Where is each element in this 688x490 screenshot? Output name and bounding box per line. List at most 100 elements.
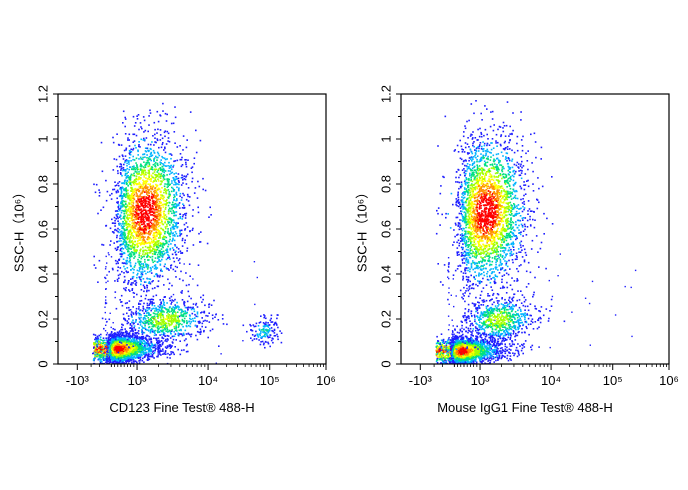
data-point bbox=[110, 343, 113, 345]
data-point bbox=[165, 218, 168, 221]
data-point bbox=[107, 252, 110, 254]
data-point bbox=[124, 215, 126, 217]
data-point bbox=[116, 216, 119, 218]
data-point bbox=[156, 285, 159, 288]
data-point bbox=[102, 244, 105, 246]
data-point bbox=[151, 343, 153, 345]
data-point bbox=[131, 335, 134, 337]
data-point bbox=[162, 206, 165, 208]
data-point bbox=[125, 289, 127, 292]
data-point bbox=[154, 345, 157, 347]
data-point bbox=[144, 281, 147, 283]
data-point bbox=[138, 239, 140, 241]
data-point bbox=[106, 356, 108, 359]
data-point bbox=[159, 353, 161, 355]
data-point bbox=[152, 176, 154, 179]
data-point bbox=[141, 349, 144, 351]
data-point bbox=[138, 186, 140, 188]
data-point bbox=[167, 218, 169, 221]
data-point bbox=[172, 228, 174, 230]
data-point bbox=[168, 345, 171, 347]
data-point bbox=[127, 357, 130, 359]
data-point bbox=[130, 201, 132, 204]
data-point bbox=[174, 175, 177, 178]
data-point bbox=[144, 343, 146, 345]
data-point bbox=[114, 181, 116, 183]
data-point bbox=[163, 169, 166, 172]
data-point bbox=[162, 210, 165, 213]
data-point bbox=[165, 347, 168, 349]
data-point bbox=[142, 170, 145, 173]
data-point bbox=[98, 347, 100, 350]
data-point bbox=[110, 198, 113, 200]
data-point bbox=[147, 238, 150, 241]
data-point bbox=[109, 312, 111, 314]
data-point bbox=[105, 299, 107, 301]
data-point bbox=[183, 175, 185, 177]
data-point bbox=[141, 267, 143, 270]
data-point bbox=[127, 344, 129, 347]
data-point bbox=[147, 353, 150, 355]
data-point bbox=[167, 204, 170, 207]
data-point bbox=[167, 220, 169, 223]
data-point bbox=[164, 351, 167, 353]
data-point bbox=[123, 216, 125, 218]
data-point bbox=[115, 355, 117, 357]
data-point bbox=[117, 336, 119, 339]
data-point bbox=[123, 343, 126, 346]
data-point bbox=[173, 211, 176, 214]
data-point bbox=[103, 348, 106, 350]
data-point bbox=[125, 183, 128, 185]
data-point bbox=[179, 340, 181, 342]
data-point bbox=[135, 180, 137, 183]
data-point bbox=[104, 355, 106, 357]
data-point bbox=[132, 337, 134, 340]
data-point bbox=[132, 149, 134, 151]
data-point bbox=[152, 184, 154, 187]
data-point bbox=[153, 203, 155, 206]
data-point bbox=[146, 205, 148, 207]
data-point bbox=[170, 166, 172, 169]
data-point bbox=[113, 357, 116, 359]
data-point bbox=[151, 205, 154, 207]
data-point bbox=[105, 353, 107, 356]
data-point bbox=[125, 330, 128, 332]
data-point bbox=[178, 183, 180, 186]
data-point bbox=[118, 155, 121, 158]
data-point bbox=[142, 209, 145, 211]
data-point bbox=[156, 224, 159, 226]
data-point bbox=[144, 261, 146, 263]
data-point bbox=[127, 342, 130, 345]
data-point bbox=[124, 219, 126, 221]
data-point bbox=[119, 244, 122, 246]
data-point bbox=[143, 169, 146, 171]
data-point bbox=[154, 133, 156, 136]
data-point bbox=[143, 180, 145, 183]
data-point bbox=[136, 331, 139, 334]
data-point bbox=[95, 183, 98, 186]
data-point bbox=[142, 156, 144, 159]
data-point bbox=[148, 241, 151, 244]
data-point bbox=[136, 217, 139, 220]
data-point bbox=[140, 255, 142, 257]
data-point bbox=[149, 211, 151, 214]
data-point bbox=[157, 225, 160, 228]
data-point bbox=[167, 181, 169, 184]
data-point bbox=[177, 173, 180, 175]
data-point bbox=[167, 197, 170, 199]
data-point bbox=[139, 351, 142, 353]
data-point bbox=[146, 284, 148, 287]
data-point bbox=[150, 245, 152, 248]
data-point bbox=[130, 233, 132, 236]
data-point bbox=[123, 229, 126, 232]
data-point bbox=[125, 354, 128, 356]
data-point bbox=[157, 197, 160, 200]
data-point bbox=[161, 194, 163, 196]
data-point bbox=[124, 244, 126, 246]
data-point bbox=[139, 237, 141, 240]
data-point bbox=[142, 212, 145, 215]
data-point bbox=[130, 173, 133, 176]
data-point bbox=[101, 317, 104, 320]
data-point bbox=[127, 192, 129, 195]
data-point bbox=[183, 204, 185, 207]
